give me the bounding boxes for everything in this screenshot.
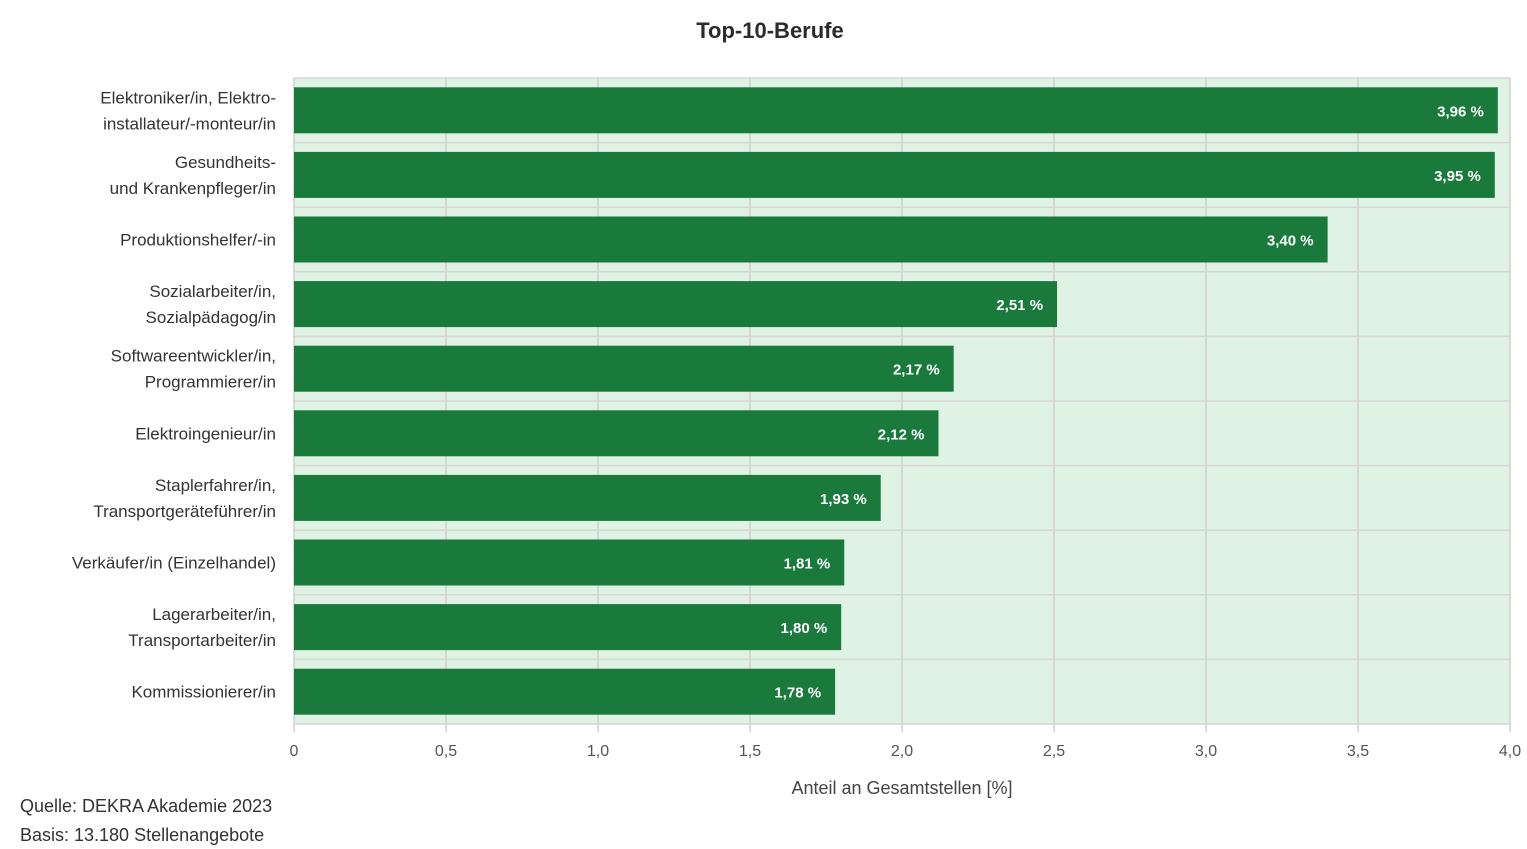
category-label: Lagerarbeiter/in, Transportarbeiter/in (128, 605, 276, 650)
bar-value-label: 1,93 % (820, 491, 867, 508)
category-label-line: Verkäufer/in (Einzelhandel) (72, 554, 276, 573)
bar (294, 539, 845, 586)
category-label-line: Staplerfahrer/in, (155, 476, 276, 495)
category-label: Kommissionierer/in (131, 683, 276, 702)
category-label-line: Transportarbeiter/in (128, 631, 276, 650)
category-label: Elektroingenieur/in (135, 424, 276, 443)
bar (294, 410, 939, 457)
x-tick-label: 1,5 (739, 743, 761, 760)
bar (294, 604, 842, 651)
bar-value-label: 1,81 % (784, 556, 831, 573)
category-label-line: Sozialarbeiter/in, (149, 282, 276, 301)
category-label-line: Elektroingenieur/in (135, 424, 276, 443)
category-labels: Elektroniker/in, Elektro-installateur/-m… (72, 88, 276, 701)
category-label-line: Transportgeräteführer/in (93, 502, 276, 521)
x-tick-label: 4,0 (1499, 743, 1521, 760)
x-tick-labels: 0 0,5 1,0 1,5 2,0 2,5 3,0 3,5 4,0 (290, 743, 1522, 760)
category-label: Verkäufer/in (Einzelhandel) (72, 554, 276, 573)
footer-source: Quelle: DEKRA Akademie 2023 (20, 796, 273, 816)
category-label-line: installateur/-monteur/in (103, 114, 276, 133)
category-label-line: Gesundheits- (175, 153, 276, 172)
bar (294, 87, 1498, 134)
category-label-line: Softwareentwickler/in, (111, 347, 276, 366)
bar-value-label: 2,51 % (996, 297, 1043, 314)
bar (294, 281, 1058, 328)
x-tick-label: 1,0 (587, 743, 609, 760)
category-label-line: Programmierer/in (145, 373, 276, 392)
category-label-line: und Krankenpfleger/in (110, 179, 276, 198)
x-tick-label: 3,5 (1347, 743, 1369, 760)
x-tick-label: 3,0 (1195, 743, 1217, 760)
bar (294, 216, 1328, 263)
chart-title: Top-10-Berufe (696, 18, 844, 43)
x-tick-label: 2,5 (1043, 743, 1065, 760)
x-axis-title: Anteil an Gesamtstellen [%] (791, 778, 1012, 798)
bar (294, 668, 836, 715)
category-label: Sozialarbeiter/in, Sozialpädagog/in (146, 282, 276, 327)
bar (294, 345, 954, 392)
category-label-line: Kommissionierer/in (131, 683, 276, 702)
category-label: Gesundheits-und Krankenpfleger/in (110, 153, 276, 198)
category-label: Produktionshelfer/-in (120, 231, 276, 250)
category-label: Staplerfahrer/in, Transportgeräteführer/i… (93, 476, 276, 521)
bar-value-label: 3,40 % (1267, 233, 1314, 250)
x-tick-label: 2,0 (891, 743, 913, 760)
bar-value-label: 3,95 % (1434, 168, 1481, 185)
footer-basis: Basis: 13.180 Stellenangebote (20, 825, 265, 845)
x-tick-label: 0 (290, 743, 299, 760)
bar-value-label: 3,96 % (1437, 103, 1484, 120)
bars: 3,96 % 3,95 % 3,40 % 2,51 % 2,17 % 2,12 % 1,93… (294, 87, 1498, 715)
category-label-line: Elektroniker/in, Elektro- (100, 88, 276, 107)
x-tick-label: 0,5 (435, 743, 457, 760)
bar-value-label: 2,17 % (893, 362, 940, 379)
bar-value-label: 1,78 % (774, 685, 821, 702)
category-label-line: Sozialpädagog/in (146, 308, 276, 327)
category-label-line: Lagerarbeiter/in, (152, 605, 276, 624)
category-label: Softwareentwickler/in, Programmierer/in (111, 347, 276, 392)
bar-value-label: 2,12 % (878, 426, 925, 443)
category-label-line: Produktionshelfer/-in (120, 231, 276, 250)
category-label: Elektroniker/in, Elektro-installateur/-m… (100, 88, 276, 133)
bar (294, 151, 1495, 198)
bar-value-label: 1,80 % (780, 620, 827, 637)
bar (294, 474, 881, 521)
